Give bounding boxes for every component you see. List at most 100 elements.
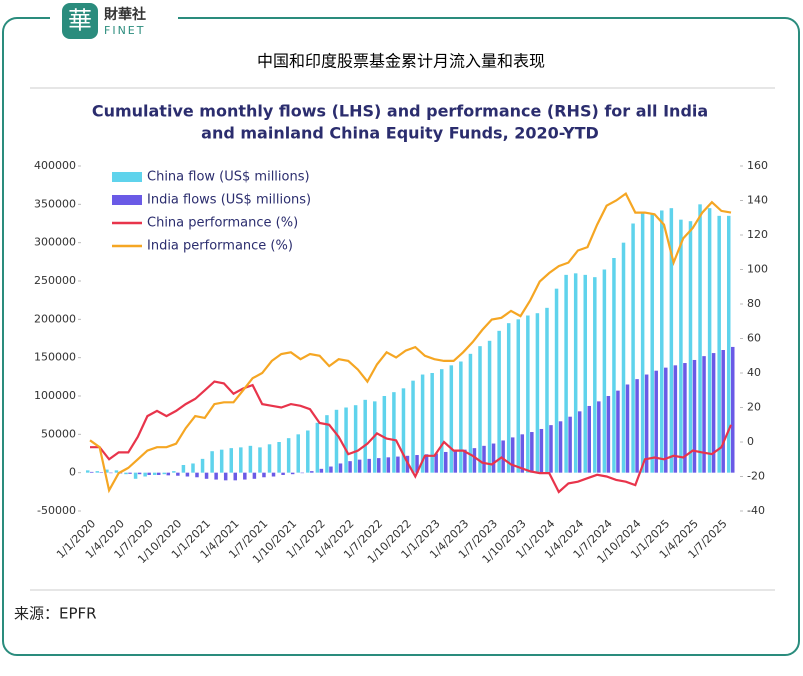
bar bbox=[506, 323, 511, 473]
bar bbox=[386, 457, 391, 473]
bar bbox=[707, 208, 712, 473]
bar bbox=[443, 451, 448, 473]
bar bbox=[214, 472, 218, 480]
bar bbox=[325, 415, 329, 473]
bar bbox=[329, 466, 333, 473]
bar bbox=[363, 399, 367, 473]
legend-label: India performance (%) bbox=[147, 239, 293, 254]
bar bbox=[516, 319, 521, 473]
bar bbox=[530, 432, 534, 473]
bar bbox=[449, 365, 454, 473]
bar bbox=[348, 461, 352, 473]
bar bbox=[128, 472, 132, 474]
bar bbox=[650, 213, 654, 473]
bar bbox=[401, 388, 406, 473]
bar bbox=[644, 374, 649, 473]
bar bbox=[491, 443, 496, 473]
y2-tick-label: 60 bbox=[747, 332, 761, 345]
bar bbox=[162, 472, 167, 475]
legend-swatch bbox=[112, 172, 142, 182]
bar bbox=[296, 434, 300, 473]
bar bbox=[252, 472, 257, 479]
y-tick-label: 200000 bbox=[34, 312, 76, 325]
bar bbox=[191, 463, 195, 473]
bar bbox=[583, 274, 587, 473]
line bbox=[89, 191, 732, 494]
bar bbox=[338, 463, 343, 473]
bar bbox=[310, 471, 314, 473]
bar bbox=[424, 454, 429, 473]
bar bbox=[660, 210, 664, 473]
bar bbox=[156, 472, 161, 475]
y-tick-label: 100000 bbox=[34, 389, 76, 402]
bar bbox=[520, 434, 525, 473]
y2-tick-label: -20 bbox=[747, 470, 765, 483]
legend-label: China performance (%) bbox=[147, 216, 298, 231]
legend-swatch bbox=[112, 195, 142, 205]
bar bbox=[568, 416, 572, 473]
bar bbox=[166, 472, 171, 476]
bar bbox=[577, 411, 582, 473]
bar bbox=[286, 438, 291, 473]
bar bbox=[602, 269, 607, 473]
bar bbox=[185, 472, 190, 477]
bar bbox=[334, 409, 339, 473]
bar bbox=[698, 204, 702, 473]
bar bbox=[439, 369, 444, 473]
y2-tick-label: 160 bbox=[747, 159, 768, 172]
bar bbox=[204, 472, 209, 479]
bar bbox=[229, 448, 234, 473]
bar bbox=[392, 392, 396, 473]
bar bbox=[411, 380, 415, 473]
y2-tick-label: 0 bbox=[747, 435, 754, 448]
bar bbox=[702, 356, 706, 473]
bar bbox=[267, 444, 272, 473]
bar bbox=[501, 440, 505, 473]
y2-tick-label: 140 bbox=[747, 194, 768, 207]
bar bbox=[290, 472, 295, 475]
y-tick-label: 150000 bbox=[34, 351, 76, 364]
bar bbox=[593, 277, 597, 473]
bar bbox=[430, 373, 434, 473]
bar bbox=[233, 472, 238, 481]
bar bbox=[482, 445, 486, 473]
bar bbox=[95, 471, 100, 473]
bar bbox=[468, 353, 473, 473]
bar bbox=[109, 472, 113, 474]
bar bbox=[573, 273, 578, 473]
bar bbox=[612, 258, 616, 473]
bar bbox=[478, 346, 482, 473]
bar bbox=[664, 367, 668, 473]
logo-char: 華 bbox=[68, 7, 92, 35]
bar bbox=[239, 447, 243, 473]
bar bbox=[90, 471, 94, 473]
bar bbox=[105, 469, 109, 473]
chart-title: and mainland China Equity Funds, 2020-YT… bbox=[201, 124, 599, 143]
bar bbox=[640, 212, 645, 473]
frame bbox=[2, 17, 800, 656]
bar bbox=[114, 470, 119, 473]
y2-tick-label: 120 bbox=[747, 228, 768, 241]
bar bbox=[382, 396, 387, 473]
y-tick-label: 300000 bbox=[34, 236, 76, 249]
bar bbox=[124, 472, 128, 475]
bar bbox=[176, 472, 180, 476]
bar bbox=[554, 288, 559, 473]
y-tick-label: -50000 bbox=[37, 504, 76, 517]
bar bbox=[625, 384, 630, 473]
legend-label: India flows (US$ millions) bbox=[147, 193, 311, 208]
bar bbox=[271, 472, 276, 477]
bar bbox=[526, 315, 530, 473]
y2-tick-label: 20 bbox=[747, 401, 761, 414]
bar bbox=[510, 437, 515, 473]
source: 来源：EPFR bbox=[14, 605, 97, 623]
bar bbox=[99, 472, 104, 473]
bar bbox=[223, 472, 228, 481]
bar bbox=[357, 459, 362, 473]
bar bbox=[717, 215, 721, 473]
bar bbox=[631, 223, 635, 473]
bar bbox=[669, 208, 674, 473]
legend-label: China flow (US$ millions) bbox=[147, 170, 310, 185]
y-tick-label: 0 bbox=[69, 466, 76, 479]
